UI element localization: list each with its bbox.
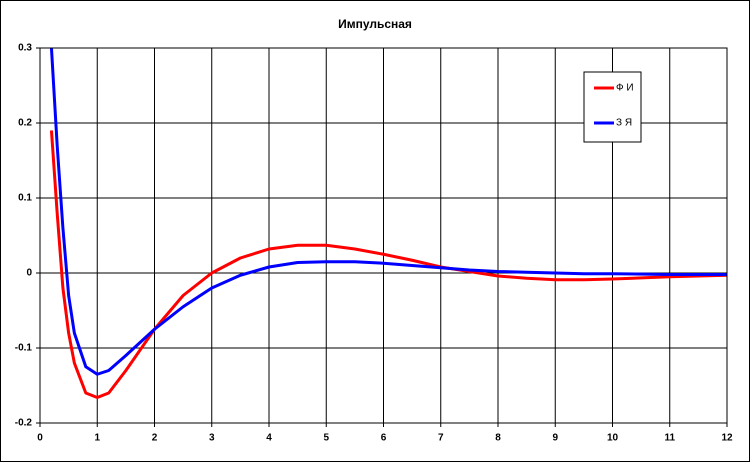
- legend-label: Ф И: [616, 83, 634, 94]
- legend-label: З Я: [616, 118, 632, 129]
- x-tick-label: 10: [607, 433, 619, 444]
- x-tick-label: 1: [94, 433, 100, 444]
- x-tick-label: 11: [664, 433, 675, 444]
- series-line: [49, 130, 727, 399]
- y-tick-label: 0.3: [18, 43, 32, 54]
- y-tick-label: 0: [26, 268, 32, 279]
- x-tick-label: 0: [37, 433, 43, 444]
- x-tick-label: 2: [152, 433, 158, 444]
- y-tick-label: 0.1: [18, 193, 32, 204]
- y-tick-label: -0.2: [15, 418, 33, 429]
- legend-box: [583, 71, 642, 143]
- y-tick-label: -0.1: [15, 343, 33, 354]
- x-tick-label: 8: [495, 433, 501, 444]
- x-tick-label: 9: [552, 433, 558, 444]
- series-line: [49, 47, 727, 376]
- x-tick-label: 3: [209, 433, 215, 444]
- plot-border: [39, 47, 728, 424]
- y-tick-label: 0.2: [18, 118, 32, 129]
- lines: [49, 47, 727, 399]
- x-tick-label: 12: [721, 433, 733, 444]
- x-tick-label: 6: [381, 433, 387, 444]
- x-tick-label: 7: [438, 433, 444, 444]
- x-tick-label: 5: [323, 433, 329, 444]
- legend: Ф И З Я: [583, 71, 642, 143]
- x-tick-label: 4: [266, 433, 272, 444]
- chart-title: Импульсная: [338, 17, 412, 31]
